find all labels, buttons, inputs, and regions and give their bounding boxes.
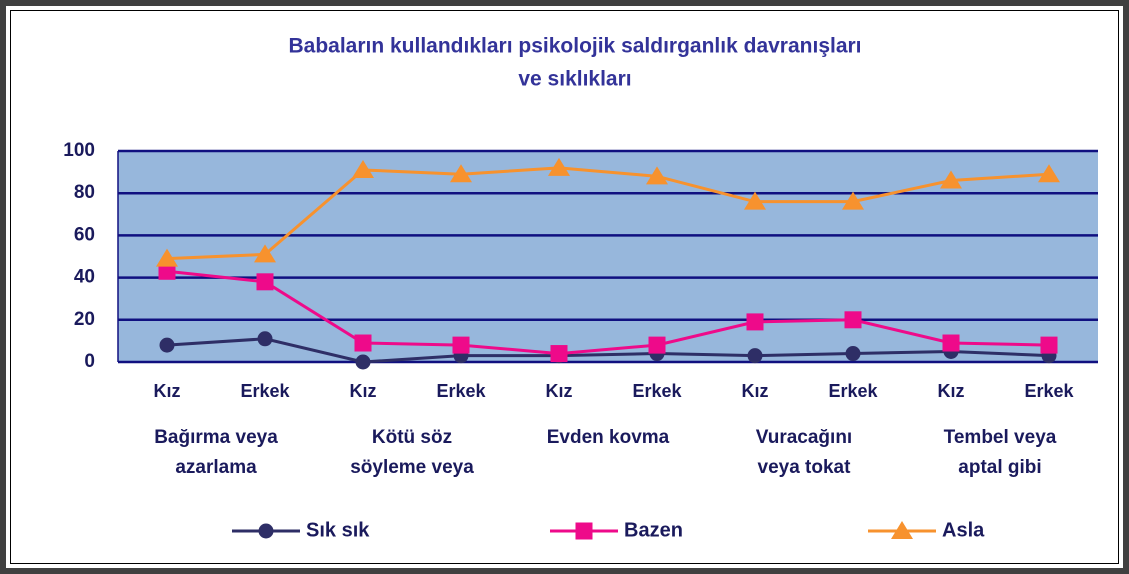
plot-area xyxy=(118,151,1098,362)
x-tick-label: Erkek xyxy=(1024,381,1074,401)
marker xyxy=(891,521,913,539)
marker xyxy=(575,522,593,540)
x-tick-label: Erkek xyxy=(828,381,878,401)
marker xyxy=(159,337,175,353)
marker xyxy=(844,311,862,329)
marker xyxy=(158,262,176,280)
y-tick-label: 0 xyxy=(84,351,95,372)
group-label: Kötü söz xyxy=(372,427,452,448)
group-label: Bağırma veya xyxy=(154,427,278,448)
y-tick-label: 20 xyxy=(74,309,95,330)
x-tick-label: Kız xyxy=(350,381,377,401)
chart-title: ve sıklıkları xyxy=(518,68,631,91)
marker xyxy=(744,191,766,210)
marker xyxy=(845,346,861,362)
legend-label: Sık sık xyxy=(306,519,370,541)
y-tick-label: 100 xyxy=(63,140,95,161)
marker xyxy=(550,345,568,363)
series-line xyxy=(166,337,1050,364)
marker xyxy=(746,313,764,331)
marker xyxy=(254,244,276,263)
marker xyxy=(942,334,960,352)
x-tick-label: Kız xyxy=(154,381,181,401)
y-tick-label: 60 xyxy=(74,224,95,245)
marker xyxy=(452,336,470,354)
chart-title: Babaların kullandıkları psikolojik saldı… xyxy=(288,35,861,58)
marker xyxy=(258,523,274,539)
marker xyxy=(548,157,570,176)
y-tick-label: 40 xyxy=(74,267,95,288)
x-tick-label: Kız xyxy=(546,381,573,401)
marker xyxy=(1040,336,1058,354)
legend-label: Bazen xyxy=(624,519,683,541)
x-tick-label: Erkek xyxy=(240,381,290,401)
group-label: aptal gibi xyxy=(958,457,1041,478)
marker xyxy=(648,336,666,354)
group-label: veya tokat xyxy=(758,457,852,478)
marker xyxy=(156,248,178,267)
series-line xyxy=(166,269,1050,356)
group-label: azarlama xyxy=(175,457,257,478)
marker xyxy=(256,273,274,291)
marker xyxy=(842,191,864,210)
series-line xyxy=(166,166,1050,261)
group-label: Vuracağını xyxy=(756,427,852,448)
marker xyxy=(257,331,273,347)
group-label: Evden kovma xyxy=(547,427,670,448)
x-tick-label: Kız xyxy=(938,381,965,401)
marker xyxy=(352,159,374,178)
x-tick-label: Erkek xyxy=(436,381,486,401)
group-label: söyleme veya xyxy=(350,457,474,478)
marker xyxy=(747,348,763,364)
marker xyxy=(354,334,372,352)
x-tick-label: Erkek xyxy=(632,381,682,401)
marker xyxy=(1038,164,1060,183)
group-label: Tembel veya xyxy=(944,427,1057,448)
marker xyxy=(940,170,962,189)
marker xyxy=(646,166,668,185)
legend-label: Asla xyxy=(942,519,985,541)
marker xyxy=(450,164,472,183)
x-tick-label: Kız xyxy=(742,381,769,401)
y-tick-label: 80 xyxy=(74,182,95,203)
marker xyxy=(355,354,371,370)
